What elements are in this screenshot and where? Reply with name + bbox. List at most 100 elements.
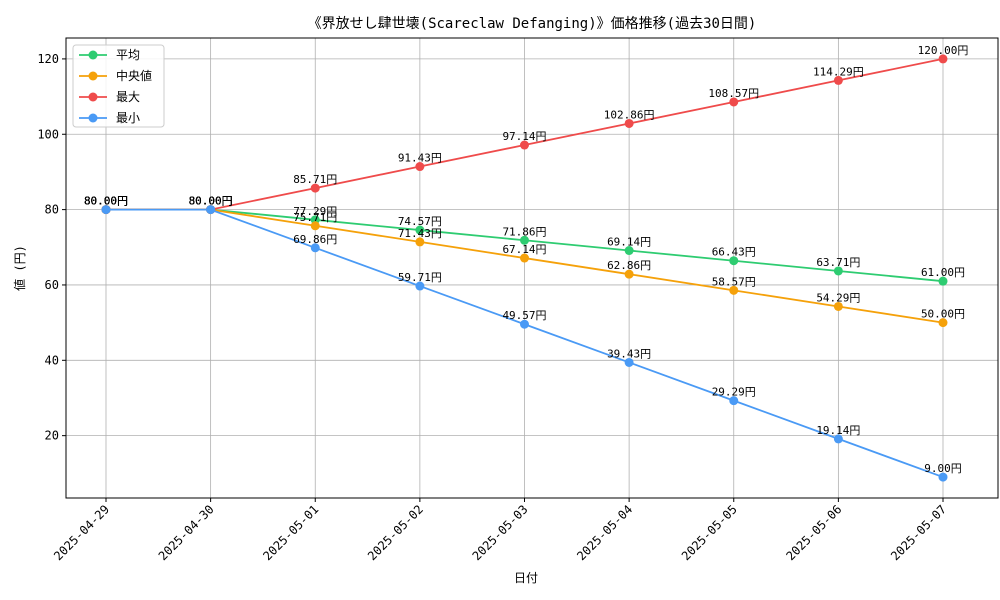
data-label: 71.43円 [398, 227, 442, 240]
data-label: 80.00円 [84, 195, 128, 208]
legend-item: 平均 [79, 48, 140, 62]
data-point [310, 243, 320, 253]
x-axis-title: 日付 [514, 571, 538, 585]
series-4 [101, 205, 948, 482]
data-label: 77.29円 [293, 205, 337, 218]
data-point [938, 318, 948, 328]
y-tick-label: 20 [45, 429, 59, 443]
data-point [938, 54, 948, 64]
data-label: 74.57円 [398, 215, 442, 228]
y-tick-label: 80 [45, 203, 59, 217]
legend-item: 最大 [79, 90, 140, 104]
plot-area [65, 37, 999, 499]
data-label: 80.00円 [84, 195, 128, 208]
x-tick-label: 2025-05-01 [260, 502, 321, 563]
data-point [520, 253, 529, 263]
data-label: 49.57円 [502, 309, 546, 322]
y-tick-label: 60 [45, 278, 59, 292]
data-label: 54.29円 [816, 291, 860, 304]
data-point [938, 472, 948, 482]
data-point [415, 281, 425, 291]
data-point [833, 301, 843, 311]
data-label: 114.29円 [813, 65, 864, 78]
data-point [729, 396, 739, 406]
legend-item: 中央値 [79, 68, 152, 83]
data-point [520, 235, 529, 245]
data-point [415, 237, 425, 247]
legend-label: 最大 [116, 90, 140, 104]
data-label: 61.00円 [921, 266, 965, 279]
data-label: 39.43円 [607, 347, 651, 360]
legend-marker [88, 92, 98, 102]
data-label: 75.71円 [293, 211, 337, 224]
data-label: 80.00円 [189, 195, 233, 208]
y-tick-label: 100 [37, 127, 59, 141]
x-tick-label: 2025-05-06 [784, 502, 845, 563]
data-label: 58.57円 [712, 275, 756, 288]
data-label: 9.00円 [924, 462, 962, 475]
data-label: 67.14円 [502, 243, 546, 256]
data-label: 71.86円 [502, 225, 546, 238]
data-point [520, 140, 529, 150]
data-point [101, 205, 111, 215]
data-label: 80.00円 [84, 195, 128, 208]
y-tick-label: 40 [45, 353, 59, 367]
data-point [833, 434, 843, 444]
data-label: 59.71円 [398, 271, 442, 284]
data-label: 69.86円 [293, 233, 337, 246]
data-label: 62.86円 [607, 259, 651, 272]
legend-label: 最小 [116, 111, 140, 125]
data-point [310, 183, 320, 193]
data-point [729, 285, 739, 295]
data-point [624, 246, 634, 256]
data-label: 80.00円 [189, 195, 233, 208]
data-label: 63.71円 [816, 256, 860, 269]
data-label: 97.14円 [502, 130, 546, 143]
data-point [624, 357, 634, 367]
legend-box [72, 44, 165, 128]
legend-label: 中央値 [116, 68, 152, 83]
data-point [206, 205, 216, 215]
grid [66, 38, 998, 498]
x-tick-label: 2025-05-05 [679, 502, 740, 563]
data-point [310, 221, 320, 231]
data-point [415, 162, 425, 172]
data-point [415, 225, 425, 235]
y-axis-ticks: 20 40 60 80 100 120 [37, 52, 66, 443]
data-label: 29.29円 [712, 386, 756, 399]
legend-label: 平均 [116, 48, 140, 62]
data-point [833, 75, 843, 85]
data-label: 80.00円 [189, 195, 233, 208]
y-tick-label: 120 [37, 52, 59, 66]
data-label: 80.00円 [189, 195, 233, 208]
x-tick-label: 2025-05-03 [470, 502, 531, 563]
data-label: 50.00円 [921, 308, 965, 321]
x-tick-label: 2025-05-02 [365, 502, 426, 563]
x-tick-label: 2025-05-04 [574, 502, 635, 563]
data-label: 91.43円 [398, 152, 442, 165]
data-label: 108.57円 [708, 87, 759, 100]
data-label: 85.71円 [293, 173, 337, 186]
data-point [729, 97, 739, 107]
data-label: 80.00円 [84, 195, 128, 208]
data-point [938, 276, 948, 286]
data-point [729, 256, 739, 266]
y-axis-title: 値 (円) [12, 245, 27, 291]
data-point [624, 118, 634, 128]
series-layer [101, 54, 948, 482]
legend-marker [88, 50, 98, 60]
data-label: 66.43円 [712, 246, 756, 259]
data-point [624, 269, 634, 279]
x-tick-label: 2025-04-30 [156, 502, 217, 563]
legend-marker [88, 113, 98, 123]
legend-item: 最小 [79, 111, 140, 125]
data-label: 69.14円 [607, 236, 651, 249]
x-tick-label: 2025-05-07 [888, 502, 949, 563]
data-label: 120.00円 [918, 44, 969, 57]
x-axis-ticks: 2025-04-29 2025-04-30 2025-05-01 2025-05-02… [51, 498, 949, 563]
data-label: 102.86円 [604, 108, 655, 121]
data-point [833, 266, 843, 276]
data-label: 19.14円 [816, 424, 860, 437]
legend-marker [88, 71, 98, 81]
